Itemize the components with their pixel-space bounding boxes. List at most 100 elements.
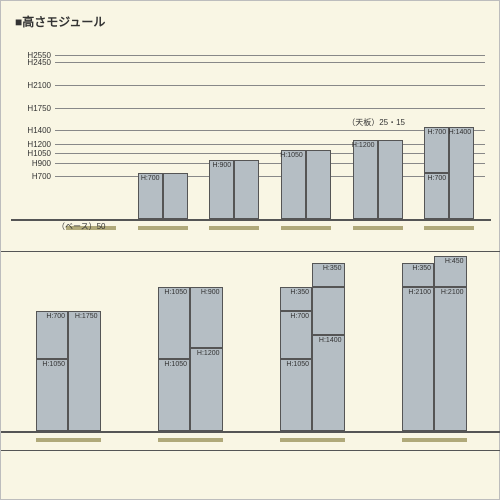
cabinet-segment [163, 173, 188, 219]
segment-label: H:1050 [164, 361, 187, 368]
cabinet-segment: H:700 [138, 173, 163, 219]
segment-label: H:350 [290, 289, 309, 296]
cabinet-segment: H:350 [312, 263, 345, 287]
cabinet-segment: H:350 [280, 287, 313, 311]
gridline [55, 163, 485, 164]
segment-label: H:1400 [319, 337, 342, 344]
segment-label: H:1750 [75, 313, 98, 320]
cabinet-segment: H:2100 [434, 287, 467, 431]
column: H:1200 H:900 [190, 256, 223, 431]
base-mark [281, 226, 331, 230]
y-axis-label: H1050 [17, 149, 51, 158]
base-mark [402, 438, 467, 442]
cabinet-segment [234, 160, 259, 219]
panel-2-chart: H:1050 H:700 H:1750 H:1050 H:1050 H:1200 H:900… [7, 256, 495, 434]
cabinet-segment: H:1050 [158, 359, 191, 431]
cabinet-segment: H:2100 [402, 287, 435, 431]
column [91, 52, 116, 219]
column: H:1750 [68, 256, 101, 431]
column: H:700 H:700 [424, 52, 449, 219]
cabinet-segment: H:350 [402, 263, 435, 287]
segment-label: H:1400 [449, 129, 472, 136]
column [163, 52, 188, 219]
gridline [55, 130, 485, 131]
cabinet-segment: H:900 [190, 287, 223, 349]
column: H:2100 H:350 [402, 256, 435, 431]
cabinet-segment [306, 150, 331, 219]
column: H:1050 H:700 [36, 256, 69, 431]
column: H:1200 [353, 52, 378, 219]
panel-1-chart: H:700H:900H:1050H:1200H:700H:700H:1400 [55, 52, 485, 222]
segment-label: H:350 [323, 265, 342, 272]
cabinet-segment [378, 140, 403, 218]
cabinet-segment: H:1050 [36, 359, 69, 431]
cabinet-segment: H:1400 [312, 335, 345, 431]
column: H:900 [209, 52, 234, 219]
base-mark [424, 226, 474, 230]
cabinet-segment: H:450 [434, 256, 467, 287]
base-mark [209, 226, 259, 230]
segment-label: H:700 [141, 175, 160, 182]
segment-label: H:700 [427, 129, 446, 136]
cabinet-segment: H:1200 [353, 140, 378, 218]
segment-label: H:2100 [408, 289, 431, 296]
segment-label: H:1200 [197, 350, 220, 357]
gridline [55, 55, 485, 56]
gridline [55, 85, 485, 86]
cabinet-segment: H:700 [424, 173, 449, 219]
column: H:700 [138, 52, 163, 219]
column [234, 52, 259, 219]
base-mark [280, 438, 345, 442]
base-mark [353, 226, 403, 230]
segment-label: H:1050 [280, 152, 303, 159]
segment-label: H:1200 [352, 142, 375, 149]
column [306, 52, 331, 219]
gridline [55, 108, 485, 109]
cabinet-segment: H:900 [209, 160, 234, 219]
cabinet-segment: H:1050 [158, 287, 191, 359]
y-axis-label: H900 [17, 159, 51, 168]
y-axis-label: H2550 [17, 51, 51, 60]
cabinet-segment: H:1200 [190, 348, 223, 430]
ground-line [1, 431, 500, 433]
top-note: （天板）25・15 [347, 117, 405, 128]
column: H:1400 H:350 [312, 256, 345, 431]
y-axis-label: H2100 [17, 81, 51, 90]
segment-label: H:700 [46, 313, 65, 320]
column: H:1050 [281, 52, 306, 219]
panel-1: H:700H:900H:1050H:1200H:700H:700H:1400H7… [11, 31, 491, 236]
cabinet-segment: H:1750 [68, 311, 101, 431]
base-mark [138, 226, 188, 230]
segment-label: H:700 [427, 175, 446, 182]
cabinet-segment: H:1050 [281, 150, 306, 219]
chart-title: ■高さモジュール [15, 13, 105, 30]
cabinet-segment: H:700 [424, 127, 449, 173]
gridline [55, 144, 485, 145]
cabinet-segment [312, 287, 345, 335]
y-axis-label: H1400 [17, 126, 51, 135]
column: H:1400 [449, 52, 474, 219]
y-axis-label: H1200 [17, 140, 51, 149]
base-mark [36, 438, 101, 442]
column [66, 52, 91, 219]
column: H:1050 H:700 H:350 [280, 256, 313, 431]
cabinet-segment: H:700 [36, 311, 69, 359]
segment-label: H:1050 [164, 289, 187, 296]
segment-label: H:1050 [42, 361, 65, 368]
gridline [55, 153, 485, 154]
y-axis-label: H1750 [17, 104, 51, 113]
segment-label: H:700 [290, 313, 309, 320]
segment-label: H:2100 [441, 289, 464, 296]
cabinet-segment: H:700 [280, 311, 313, 359]
column: H:1050 H:1050 [158, 256, 191, 431]
segment-label: H:450 [445, 258, 464, 265]
base-mark [158, 438, 223, 442]
cabinet-segment: H:1050 [280, 359, 313, 431]
y-axis-label: H700 [17, 172, 51, 181]
segment-label: H:900 [201, 289, 220, 296]
panel-2: H:1050 H:700 H:1750 H:1050 H:1050 H:1200 H:900… [1, 251, 500, 451]
gridline [55, 62, 485, 63]
segment-label: H:1050 [286, 361, 309, 368]
segment-label: H:350 [412, 265, 431, 272]
base-label: （ベース）50 [57, 221, 106, 232]
